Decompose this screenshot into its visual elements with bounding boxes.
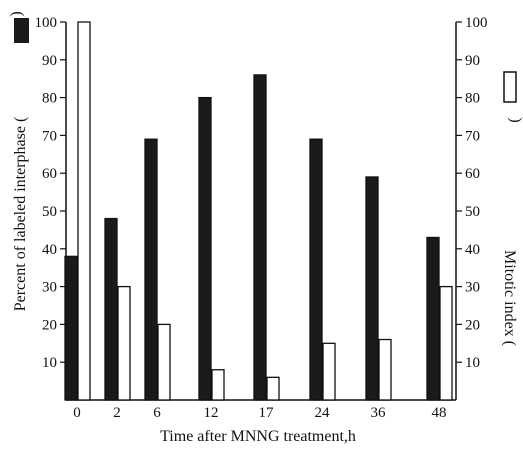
left-tick-label: 30: [42, 280, 57, 296]
bar-labeled-interphase: [104, 217, 118, 401]
left-legend-paren-close: ): [8, 11, 25, 16]
left-tick-label: 20: [42, 317, 57, 333]
right-tick-label: 100: [465, 15, 488, 31]
bar-labeled-interphase: [426, 236, 440, 401]
bar-mitotic-index: [266, 376, 280, 401]
right-y-axis-title: Mitotic index (: [501, 250, 518, 346]
x-tick-label: 12: [204, 405, 219, 421]
bar-labeled-interphase: [309, 138, 323, 401]
left-y-axis-title: Percent of labeled interphase (: [12, 117, 29, 312]
right-tick-label: 60: [465, 166, 480, 182]
x-tick-label: 24: [315, 405, 331, 421]
bar-mitotic-index: [322, 342, 336, 401]
right-tick-label: 80: [465, 91, 480, 107]
bar-labeled-interphase: [198, 96, 212, 401]
left-y-axis-title-group: Percent of labeled interphase (: [12, 117, 29, 312]
bar-mitotic-index: [378, 338, 392, 401]
left-tick-label: 90: [42, 53, 57, 69]
left-y-ticks: 10 20 30 40 50 60 70 80 90 100: [35, 15, 66, 371]
right-legend-swatch: ): [503, 71, 523, 123]
left-tick-label: 80: [42, 91, 57, 107]
bars: [64, 21, 453, 401]
bar-mitotic-index: [117, 285, 131, 401]
bar-mitotic-index: [211, 369, 225, 401]
left-legend-swatch-dark: [14, 18, 29, 43]
right-tick-label: 70: [465, 128, 480, 144]
right-tick-label: 10: [465, 355, 480, 371]
x-tick-label: 0: [73, 405, 81, 421]
x-tick-label: 6: [153, 405, 161, 421]
right-legend-swatch-white: [503, 71, 517, 103]
left-tick-label: 10: [42, 355, 57, 371]
x-tick-label: 36: [371, 405, 387, 421]
right-tick-label: 90: [465, 53, 480, 69]
left-tick-label: 70: [42, 128, 57, 144]
bar-mitotic-index: [439, 285, 453, 401]
bar-mitotic-index: [157, 323, 171, 401]
x-tick-label: 48: [432, 405, 447, 421]
left-tick-label: 50: [42, 204, 57, 220]
right-tick-label: 30: [465, 280, 480, 296]
bar-labeled-interphase: [365, 176, 379, 401]
right-tick-label: 20: [465, 317, 480, 333]
bar-labeled-interphase: [144, 138, 158, 401]
right-y-axis-title-group: Mitotic index (: [501, 250, 518, 346]
left-tick-label: 100: [35, 15, 58, 31]
right-legend-paren-close: ): [507, 117, 523, 122]
right-y-ticks: 10 20 30 40 50 60 70 80 90 100: [456, 15, 488, 371]
x-ticks: 0 2 6 12 17 24 36 48: [73, 405, 446, 421]
left-legend-swatch: ): [8, 11, 29, 43]
bar-labeled-interphase: [253, 74, 267, 401]
x-tick-label: 17: [259, 405, 275, 421]
bar-mitotic-index: [77, 21, 91, 401]
x-tick-label: 2: [113, 405, 121, 421]
right-tick-label: 40: [465, 242, 480, 258]
right-tick-label: 50: [465, 204, 480, 220]
x-axis-title: Time after MNNG treatment,h: [160, 428, 356, 445]
bar-labeled-interphase: [64, 255, 78, 401]
left-tick-label: 40: [42, 242, 57, 258]
left-tick-label: 60: [42, 166, 57, 182]
